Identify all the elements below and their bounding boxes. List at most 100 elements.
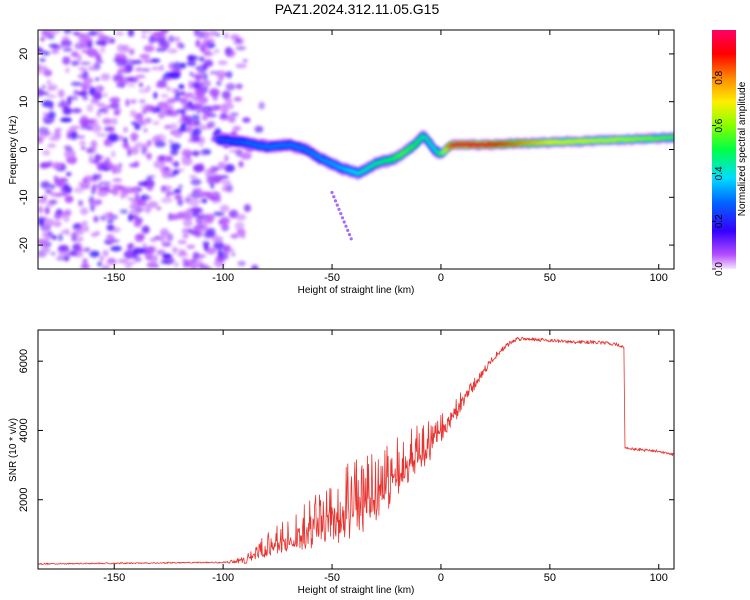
tail-mark <box>346 228 350 232</box>
noise-speckle <box>211 236 224 243</box>
noise-speckle <box>57 183 64 188</box>
noise-speckle <box>175 109 184 113</box>
noise-speckle <box>66 172 72 177</box>
noise-speckle <box>100 73 111 81</box>
noise-speckle <box>178 84 185 90</box>
noise-speckle <box>168 71 181 80</box>
noise-speckle <box>140 30 149 34</box>
tail-mark <box>347 233 352 237</box>
noise-speckle <box>63 30 72 34</box>
noise-speckle <box>166 233 174 242</box>
noise-speckle <box>74 42 85 50</box>
noise-speckle <box>186 60 197 67</box>
noise-speckle <box>124 143 129 147</box>
noise-speckle <box>81 50 91 53</box>
noise-speckle <box>173 188 182 194</box>
noise-speckle <box>201 79 211 88</box>
noise-speckle <box>101 264 111 269</box>
y-tick-label: 10 <box>18 96 30 108</box>
noise-speckle <box>169 112 177 116</box>
y-tick-label: 2000 <box>18 487 30 511</box>
noise-speckle <box>232 125 242 132</box>
noise-speckle <box>158 234 166 243</box>
noise-speckle <box>73 186 84 194</box>
noise-speckle <box>115 58 127 67</box>
noise-speckle <box>95 77 100 81</box>
noise-speckle <box>136 113 143 118</box>
noise-speckle <box>107 257 116 263</box>
noise-speckle <box>117 79 129 86</box>
noise-speckle <box>140 122 147 127</box>
noise-speckle <box>150 58 161 63</box>
spectrogram-y-ticks: -20 -10 0 10 20 <box>18 48 674 253</box>
noise-speckle <box>130 197 136 206</box>
noise-speckle <box>217 161 226 170</box>
noise-speckle <box>102 92 108 98</box>
noise-speckle <box>184 196 191 204</box>
noise-speckle <box>176 41 183 48</box>
colorbar-label: Normalized spectral amplitude <box>737 81 748 216</box>
noise-speckle <box>189 175 198 179</box>
tail-mark <box>339 212 343 216</box>
noise-speckle <box>118 66 128 74</box>
noise-speckle <box>201 73 208 80</box>
noise-speckle <box>167 48 178 54</box>
noise-speckle <box>79 140 86 146</box>
noise-speckle <box>182 234 189 239</box>
noise-speckle <box>180 62 186 69</box>
noise-speckle <box>131 138 136 142</box>
noise-speckle <box>225 49 236 58</box>
noise-speckle <box>125 186 134 190</box>
noise-speckle <box>166 86 171 92</box>
noise-speckle <box>42 115 55 124</box>
noise-speckle <box>127 30 135 37</box>
noise-speckle <box>229 112 239 117</box>
noise-speckle <box>63 41 69 47</box>
noise-speckle <box>137 181 148 186</box>
noise-speckle <box>160 260 171 264</box>
noise-speckle <box>237 260 246 267</box>
noise-speckle <box>212 104 222 111</box>
noise-speckle <box>38 239 50 247</box>
noise-speckle <box>145 246 156 255</box>
noise-speckle <box>166 98 176 104</box>
colorbar-ticks: 0.0 0.2 0.4 0.6 0.8 <box>712 70 725 276</box>
noise-speckle <box>242 117 251 123</box>
noise-speckle <box>85 147 94 154</box>
noise-speckle <box>119 209 128 214</box>
noise-speckle <box>203 110 215 114</box>
snr-y-ticks: 2000 4000 6000 <box>18 349 674 512</box>
noise-speckle <box>79 61 92 66</box>
noise-speckle <box>38 136 44 144</box>
noise-speckle <box>141 68 151 72</box>
noise-speckle <box>218 252 229 261</box>
noise-speckle <box>106 241 112 245</box>
noise-speckle <box>195 216 204 225</box>
x-tick-label: -100 <box>212 572 234 584</box>
x-tick-label: -150 <box>103 272 125 284</box>
noise-speckle <box>139 53 150 60</box>
noise-speckle <box>123 126 128 133</box>
noise-speckle <box>203 48 211 57</box>
noise-speckle <box>88 155 94 164</box>
noise-speckle <box>184 126 193 133</box>
noise-speckle <box>230 233 239 239</box>
noise-speckle <box>128 243 135 249</box>
noise-speckle <box>127 83 136 87</box>
y-tick-label: -20 <box>18 237 30 253</box>
noise-speckle <box>78 67 87 71</box>
noise-speckle <box>198 85 203 91</box>
noise-speckle <box>197 64 207 74</box>
noise-speckle <box>102 249 109 257</box>
noise-speckle <box>228 149 241 153</box>
noise-speckle <box>146 175 154 180</box>
noise-speckle <box>225 97 233 106</box>
noise-speckle <box>51 161 62 170</box>
tail-mark <box>330 190 334 195</box>
noise-speckle <box>190 178 202 186</box>
noise-speckle <box>95 53 102 63</box>
noise-speckle <box>220 113 228 119</box>
noise-speckle <box>48 84 58 91</box>
noise-speckle <box>130 132 139 141</box>
